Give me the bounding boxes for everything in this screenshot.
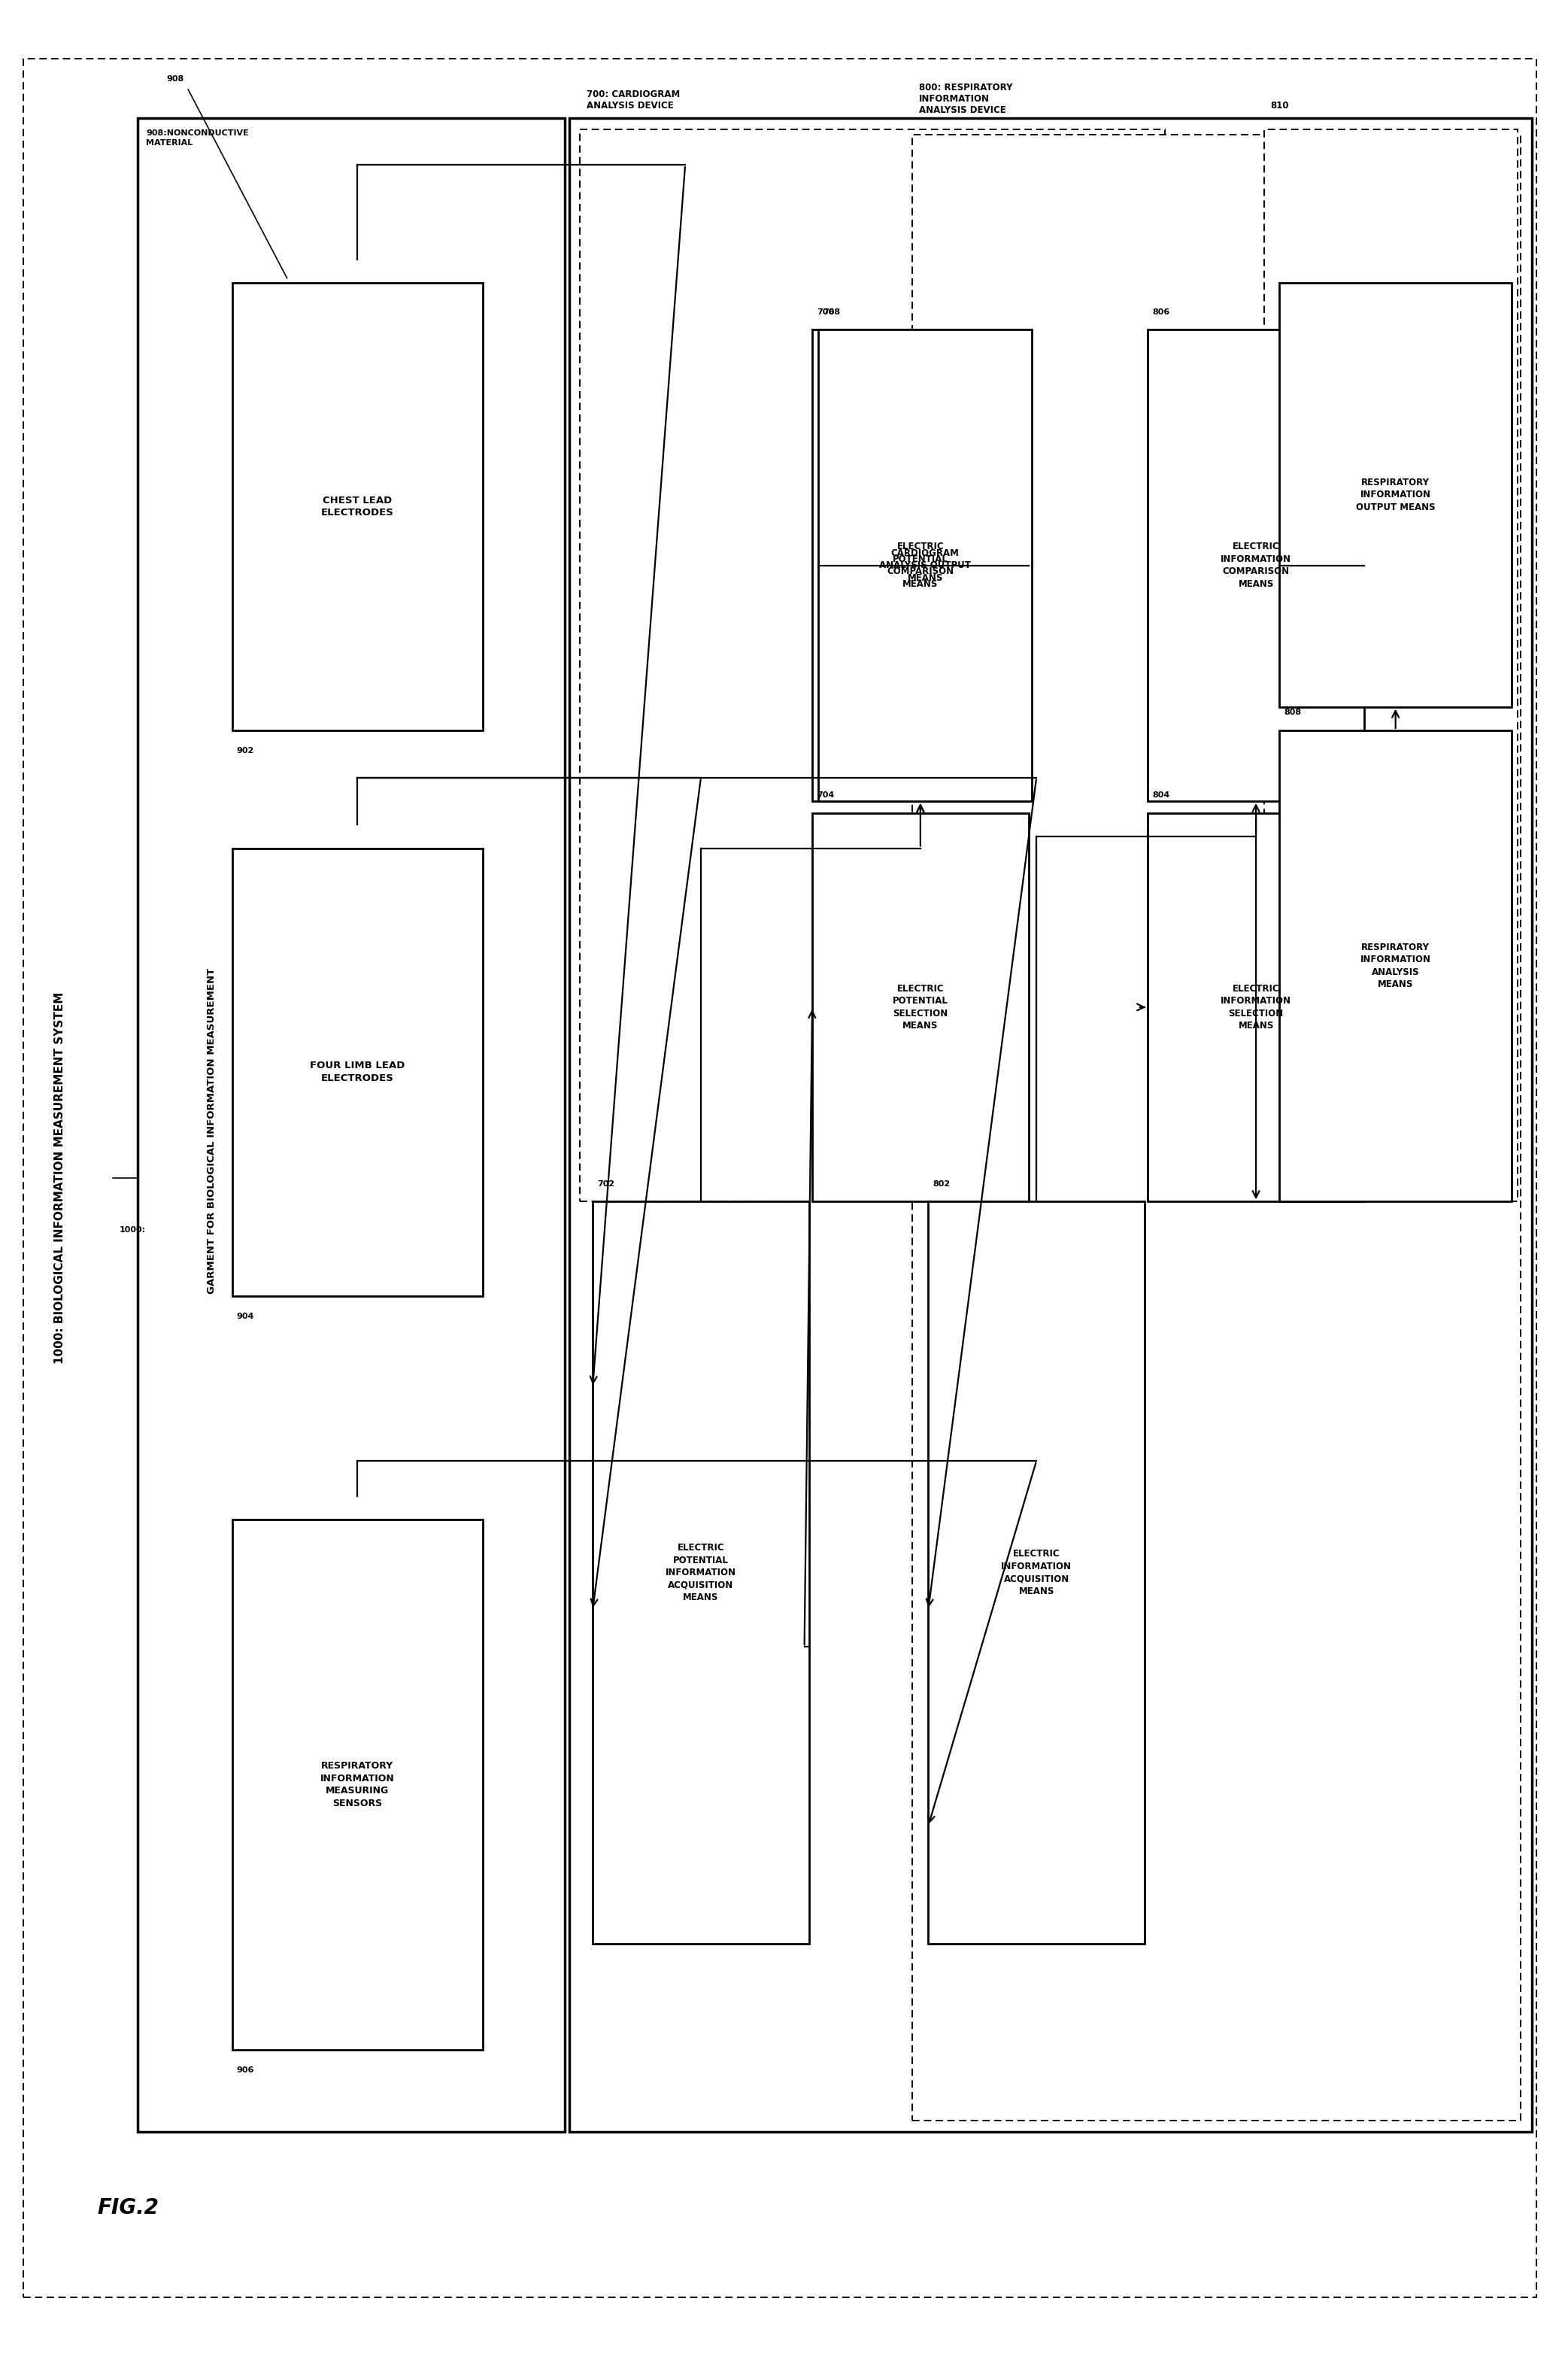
Text: ELECTRIC
POTENTIAL
COMPARISON
MEANS: ELECTRIC POTENTIAL COMPARISON MEANS: [887, 542, 953, 589]
Text: RESPIRATORY
INFORMATION
MEASURING
SENSORS: RESPIRATORY INFORMATION MEASURING SENSOR…: [320, 1762, 395, 1807]
Text: ELECTRIC
INFORMATION
COMPARISON
MEANS: ELECTRIC INFORMATION COMPARISON MEANS: [1220, 542, 1292, 589]
Text: ELECTRIC
POTENTIAL
INFORMATION
ACQUISITION
MEANS: ELECTRIC POTENTIAL INFORMATION ACQUISITI…: [665, 1543, 737, 1602]
Text: FIG.2: FIG.2: [97, 2198, 158, 2217]
Text: 902: 902: [237, 747, 254, 754]
Text: 1000: BIOLOGICAL INFORMATION MEASUREMENT SYSTEM: 1000: BIOLOGICAL INFORMATION MEASUREMENT…: [53, 992, 66, 1364]
Text: RESPIRATORY
INFORMATION
ANALYSIS
MEANS: RESPIRATORY INFORMATION ANALYSIS MEANS: [1359, 942, 1432, 990]
Text: 908:NONCONDUCTIVE
MATERIAL: 908:NONCONDUCTIVE MATERIAL: [146, 130, 249, 146]
Bar: [812, 813, 1029, 1202]
Bar: [928, 1202, 1145, 1944]
Text: 1000:: 1000:: [119, 1225, 146, 1235]
Bar: [569, 118, 1532, 2132]
Text: 702: 702: [597, 1180, 615, 1187]
Text: 800: RESPIRATORY
INFORMATION
ANALYSIS DEVICE: 800: RESPIRATORY INFORMATION ANALYSIS DE…: [919, 82, 1013, 115]
Text: 708: 708: [823, 309, 840, 316]
Bar: [232, 283, 483, 730]
Bar: [593, 1202, 809, 1944]
Text: ELECTRIC
INFORMATION
ACQUISITION
MEANS: ELECTRIC INFORMATION ACQUISITION MEANS: [1000, 1550, 1073, 1595]
Bar: [913, 134, 1521, 2120]
Bar: [812, 330, 1029, 801]
Text: 908: 908: [166, 75, 183, 82]
Text: 706: 706: [817, 309, 834, 316]
Text: FOUR LIMB LEAD
ELECTRODES: FOUR LIMB LEAD ELECTRODES: [310, 1060, 405, 1084]
Bar: [232, 1520, 483, 2050]
Bar: [1264, 130, 1518, 1202]
Text: ELECTRIC
POTENTIAL
SELECTION
MEANS: ELECTRIC POTENTIAL SELECTION MEANS: [892, 985, 949, 1030]
Bar: [232, 848, 483, 1296]
Text: 802: 802: [933, 1180, 950, 1187]
Text: 806: 806: [1152, 309, 1170, 316]
Bar: [818, 330, 1032, 801]
Text: 810: 810: [1270, 101, 1289, 111]
Text: 804: 804: [1152, 792, 1170, 799]
Bar: [580, 130, 1165, 1202]
Bar: [138, 118, 564, 2132]
Bar: [1279, 730, 1512, 1202]
Text: ELECTRIC
INFORMATION
SELECTION
MEANS: ELECTRIC INFORMATION SELECTION MEANS: [1220, 985, 1292, 1030]
Text: 904: 904: [237, 1312, 254, 1319]
Text: 704: 704: [817, 792, 834, 799]
Text: 808: 808: [1284, 709, 1301, 716]
Text: 700: CARDIOGRAM
ANALYSIS DEVICE: 700: CARDIOGRAM ANALYSIS DEVICE: [586, 90, 681, 111]
Text: CARDIOGRAM
ANALYSIS OUTPUT
MEANS: CARDIOGRAM ANALYSIS OUTPUT MEANS: [880, 549, 971, 582]
Text: 906: 906: [237, 2066, 254, 2073]
Text: RESPIRATORY
INFORMATION
OUTPUT MEANS: RESPIRATORY INFORMATION OUTPUT MEANS: [1356, 478, 1435, 511]
Bar: [1148, 813, 1364, 1202]
Text: GARMENT FOR BIOLOGICAL INFORMATION MEASUREMENT: GARMENT FOR BIOLOGICAL INFORMATION MEASU…: [207, 968, 216, 1293]
Bar: [1148, 330, 1364, 801]
Bar: [1279, 283, 1512, 707]
Text: CHEST LEAD
ELECTRODES: CHEST LEAD ELECTRODES: [321, 495, 394, 518]
